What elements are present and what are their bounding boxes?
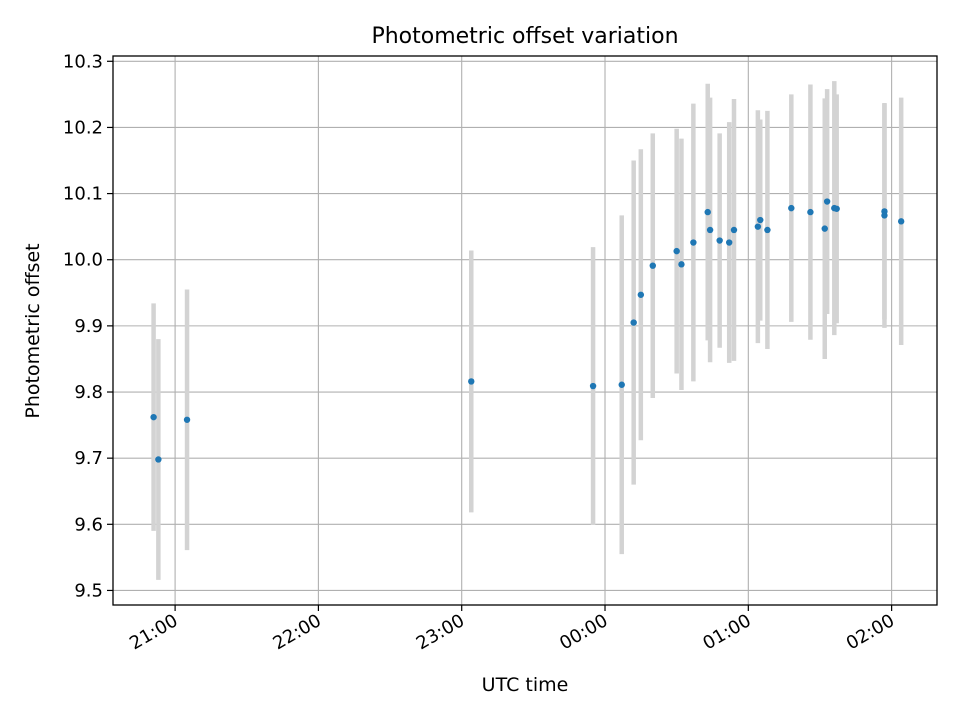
y-tick-label: 9.9 [74,316,103,337]
data-point [833,205,840,212]
data-point [807,208,814,216]
data-point [716,237,723,244]
data-point [183,416,191,423]
data-point [704,208,711,216]
y-tick-label: 9.6 [74,514,103,535]
data-point [690,239,697,246]
y-tick-label: 9.5 [74,580,103,601]
data-point [468,378,475,385]
chart-title: Photometric offset variation [371,24,678,49]
grid [113,56,937,605]
y-tick-label: 10.1 [63,184,103,205]
data-point [897,218,905,225]
data-point [754,223,762,230]
data-point [726,239,733,246]
data-point [678,261,685,268]
data-point [881,208,888,215]
data-point [589,382,597,390]
data-point [788,204,795,212]
data-point [823,198,831,205]
x-axis-label: UTC time [482,674,569,696]
data-point [821,225,828,232]
plot-frame [112,55,938,606]
data-point [706,226,714,234]
y-tick-label: 9.8 [74,382,103,403]
data-point [757,216,764,224]
y-tick-label: 9.7 [74,448,103,469]
y-axis-label: Photometric offset [22,243,44,418]
plot-area [113,56,937,605]
data-point [618,381,625,388]
data-point [630,319,637,326]
data-point [637,291,645,298]
y-tick-label: 10.3 [63,51,103,72]
data-point [649,262,656,269]
y-tick-label: 10.2 [63,117,103,138]
data-point [764,226,771,234]
data-point [150,413,157,421]
data-point [673,247,680,255]
y-tick-label: 10.0 [63,250,103,271]
data-point [155,456,162,463]
data-points [150,198,905,463]
data-point [730,226,738,234]
